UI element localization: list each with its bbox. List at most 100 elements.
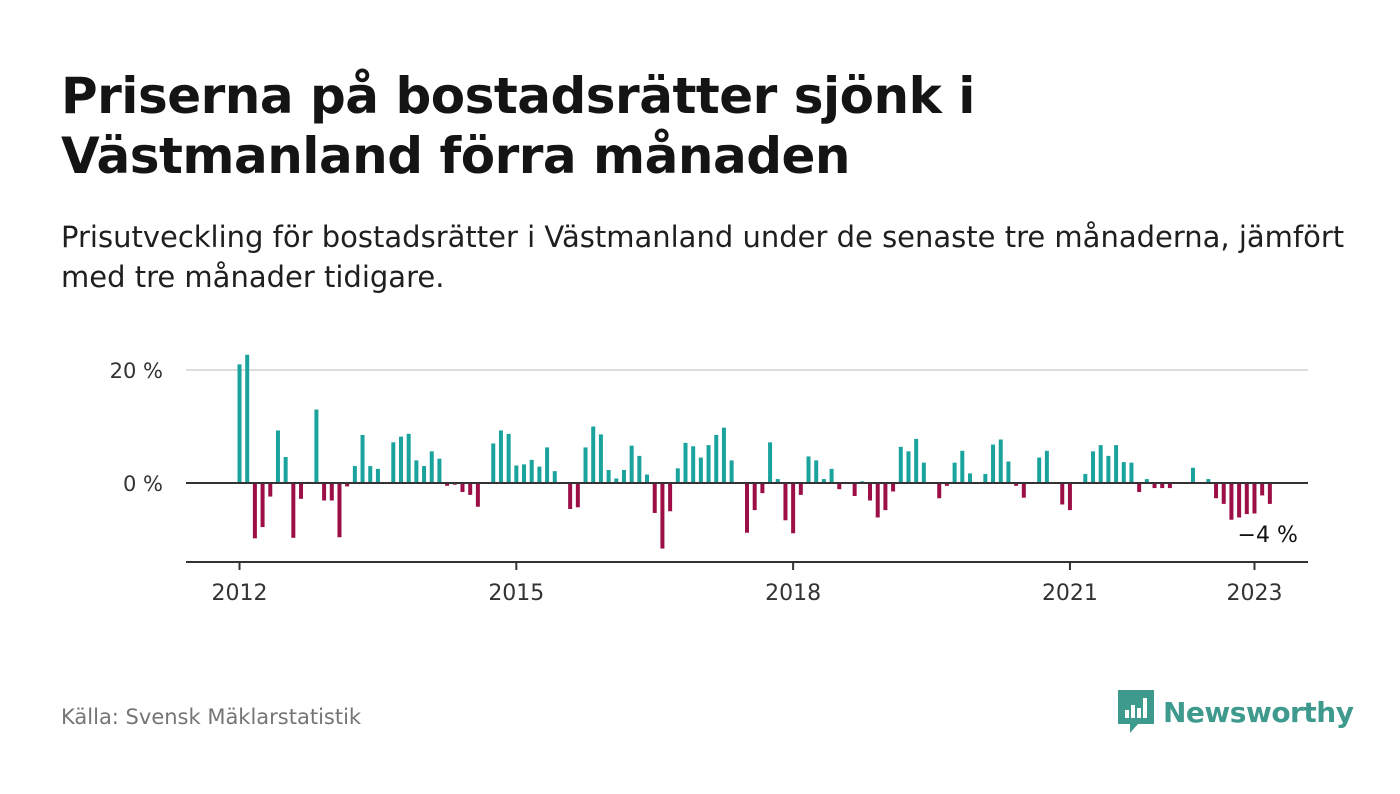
- bar-positive: [960, 450, 965, 483]
- bar-positive: [422, 466, 427, 483]
- bar-positive: [506, 433, 511, 483]
- bar-negative: [568, 483, 573, 509]
- bar-negative: [1237, 483, 1242, 518]
- bar-positive: [606, 470, 611, 483]
- bar-positive: [529, 459, 534, 483]
- bar-negative: [1267, 483, 1272, 504]
- x-tick-label: 2023: [1226, 581, 1282, 606]
- bar-positive: [498, 430, 503, 483]
- bar-positive: [768, 442, 773, 483]
- bar-positive: [1114, 445, 1119, 483]
- bar-positive: [1006, 461, 1011, 483]
- bar-positive: [414, 460, 419, 483]
- bar-negative: [1021, 483, 1026, 498]
- bar-negative: [1214, 483, 1219, 499]
- bar-positive: [283, 457, 288, 483]
- x-tick-label: 2015: [488, 581, 544, 606]
- x-tick-label: 2021: [1042, 581, 1098, 606]
- chart-title: Priserna på bostadsrätter sjönk i Västma…: [61, 67, 975, 185]
- bar-positive: [352, 466, 357, 483]
- bar-positive: [637, 455, 642, 483]
- bar-negative: [260, 483, 265, 528]
- bar-negative: [252, 483, 257, 539]
- bar-negative: [760, 483, 765, 494]
- bar-positive: [621, 470, 626, 483]
- bar-positive: [729, 460, 734, 483]
- bar-positive: [714, 434, 719, 483]
- brand-name: Newsworthy: [1163, 695, 1354, 729]
- bar-positive: [514, 465, 519, 483]
- bar-positive: [952, 462, 957, 483]
- bar-positive: [1098, 445, 1103, 483]
- bar-negative: [798, 483, 803, 495]
- bar-negative: [468, 483, 473, 495]
- bar-negative: [868, 483, 873, 501]
- bar-negative: [1260, 483, 1265, 496]
- bar-positive: [721, 427, 726, 483]
- bar-positive: [398, 436, 403, 483]
- bar-negative: [460, 483, 465, 493]
- bar-positive: [1206, 479, 1211, 483]
- bar-negative: [1244, 483, 1249, 515]
- bar-negative: [345, 483, 350, 487]
- bar-negative: [322, 483, 327, 501]
- bar-positive: [698, 457, 703, 483]
- x-axis-labels: 2012 2015 2018 2021 2023: [212, 581, 1283, 606]
- brand-logo: Newsworthy: [1118, 690, 1354, 734]
- bar-positive: [491, 443, 496, 483]
- bar-positive: [775, 479, 780, 483]
- y-tick-label: 0 %: [123, 472, 163, 496]
- x-tick-label: 2012: [212, 581, 268, 606]
- chart-subtitle: Prisutveckling för bostadsrätter i Västm…: [61, 220, 1345, 294]
- bar-positive: [998, 439, 1003, 483]
- source-note: Källa: Svensk Mäklarstatistik: [61, 705, 362, 729]
- bar-positive: [1190, 467, 1195, 483]
- bar-negative: [1252, 483, 1257, 514]
- bar-positive: [1106, 455, 1111, 483]
- bar-positive: [983, 473, 988, 483]
- bar-positive: [683, 442, 688, 483]
- bar-positive: [1037, 457, 1042, 483]
- bar-positive: [360, 434, 365, 483]
- bar-positive: [921, 462, 926, 483]
- bar-positive: [391, 442, 396, 483]
- x-tick-label: 2018: [765, 581, 821, 606]
- bar-positive: [237, 364, 242, 483]
- bars: [237, 354, 1272, 549]
- bar-positive: [437, 458, 442, 483]
- bar-positive: [591, 426, 596, 483]
- bar-positive: [406, 433, 411, 483]
- bar-positive: [906, 451, 911, 483]
- bar-negative: [752, 483, 757, 511]
- bar-positive: [706, 445, 711, 483]
- last-value-label: −4 %: [1238, 523, 1298, 548]
- bar-negative: [937, 483, 942, 499]
- bar-positive: [967, 473, 972, 483]
- bar-negative: [337, 483, 342, 538]
- bar-positive: [914, 438, 919, 483]
- bar-positive: [598, 434, 603, 483]
- annotations: −4 %: [1238, 523, 1298, 548]
- bar-negative: [1060, 483, 1065, 505]
- bar-positive: [691, 446, 696, 483]
- bar-positive: [368, 466, 373, 483]
- bar-negative: [475, 483, 480, 507]
- bar-positive: [545, 447, 550, 483]
- bar-positive: [583, 447, 588, 483]
- bar-negative: [745, 483, 749, 533]
- bar-positive: [1144, 479, 1149, 483]
- bar-negative: [891, 483, 896, 492]
- bar-positive: [522, 464, 527, 483]
- newsworthy-logo-icon: [1118, 690, 1154, 733]
- bar-negative: [875, 483, 880, 518]
- bar-positive: [898, 446, 903, 483]
- bar-negative: [791, 483, 796, 534]
- bar-negative: [668, 483, 673, 512]
- y-axis-labels: 20 % 0 %: [110, 359, 163, 496]
- bar-negative: [299, 483, 304, 499]
- bar-positive: [675, 468, 680, 483]
- bar-positive: [991, 444, 996, 483]
- bar-negative: [852, 483, 857, 496]
- bar-negative: [445, 483, 450, 486]
